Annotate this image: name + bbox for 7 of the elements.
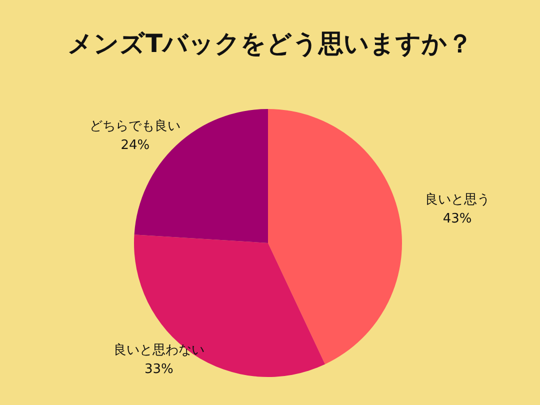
data-label: 43% (442, 212, 472, 227)
slice-label: どちらでも良い (90, 119, 181, 134)
slice-label: 良いと思わない (113, 343, 204, 358)
data-label: 33% (144, 362, 174, 378)
slice-label: 良いと思う (424, 192, 490, 208)
data-label: 24% (120, 138, 150, 154)
chart-title: メンズTバックをどう思いますか？ (67, 29, 473, 58)
